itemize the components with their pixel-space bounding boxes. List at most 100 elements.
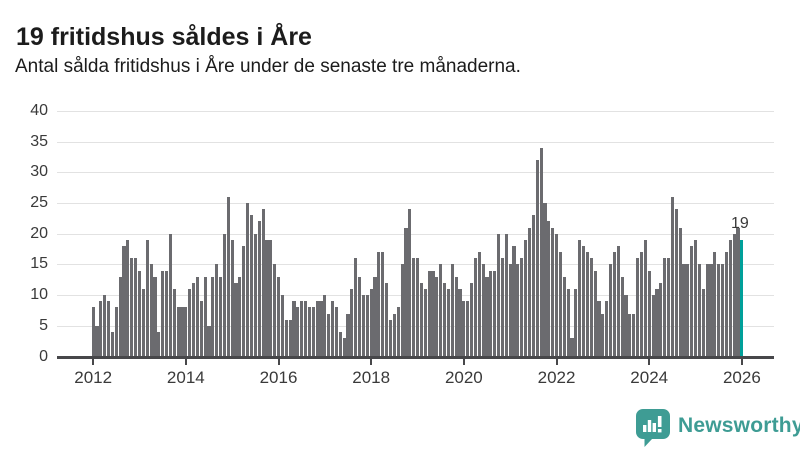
x-axis-tick	[555, 358, 558, 365]
bar	[350, 288, 354, 357]
bar	[446, 288, 450, 357]
newsworthy-logo: Newsworthy	[636, 409, 800, 447]
y-axis-tick-label: 0	[39, 347, 48, 365]
bar	[284, 319, 288, 357]
bar	[288, 319, 292, 357]
bar	[404, 227, 408, 357]
bar	[176, 307, 180, 357]
bar	[527, 227, 532, 357]
bar	[269, 239, 273, 357]
bar	[701, 288, 705, 357]
y-axis-tick-label: 30	[30, 163, 48, 181]
bar	[462, 301, 466, 357]
bar	[315, 301, 319, 357]
bar	[107, 301, 111, 357]
bar	[554, 233, 559, 357]
bar	[423, 288, 427, 357]
y-axis-tick-label: 25	[30, 194, 48, 212]
bar	[103, 295, 107, 357]
bar	[732, 233, 736, 357]
bar	[338, 331, 342, 357]
gridline	[57, 325, 774, 327]
bar	[137, 270, 142, 357]
bar	[199, 301, 203, 357]
bar	[114, 307, 118, 357]
bar	[678, 227, 682, 357]
bar	[184, 307, 188, 357]
bar	[705, 264, 709, 357]
bar	[427, 270, 431, 357]
bar	[485, 276, 489, 357]
bar	[539, 147, 543, 357]
bar	[388, 319, 393, 357]
bar	[412, 258, 416, 357]
x-axis-tick	[648, 358, 651, 365]
gridline	[57, 203, 774, 205]
bar	[709, 264, 713, 357]
bar	[327, 313, 331, 357]
bar	[257, 221, 261, 357]
bar	[400, 264, 404, 357]
bar	[458, 288, 462, 357]
bar	[385, 282, 389, 357]
bar	[670, 196, 674, 357]
bar	[99, 301, 103, 357]
bar	[581, 246, 586, 357]
bar	[500, 258, 505, 357]
bar	[118, 276, 122, 357]
bar	[419, 282, 423, 357]
bar	[439, 264, 443, 357]
bar	[358, 276, 362, 357]
bar	[690, 246, 694, 357]
x-axis-label: 2022	[537, 367, 576, 387]
bar	[261, 209, 265, 357]
bar	[145, 239, 149, 357]
bar	[713, 252, 717, 357]
bar	[157, 331, 161, 357]
bar	[566, 288, 570, 357]
bar	[331, 301, 335, 357]
bar	[141, 288, 145, 357]
bar	[408, 209, 412, 357]
x-axis-line	[57, 355, 774, 359]
bar	[620, 276, 624, 357]
bar	[134, 258, 138, 357]
bar	[693, 239, 698, 357]
bar	[168, 233, 172, 357]
bar	[153, 276, 157, 357]
bar	[516, 264, 520, 357]
bar	[249, 215, 254, 357]
x-axis-label: 2016	[259, 367, 298, 387]
bar	[682, 264, 686, 357]
gridline	[57, 233, 774, 235]
y-axis-tick-label: 5	[39, 316, 48, 334]
bar	[593, 270, 597, 357]
bar	[296, 307, 300, 357]
bar	[207, 325, 211, 357]
bar	[686, 264, 690, 357]
bar	[578, 239, 582, 357]
bar	[609, 264, 613, 357]
x-axis-tick	[370, 358, 373, 365]
bar	[126, 239, 130, 357]
bar	[431, 270, 435, 357]
bar	[164, 270, 169, 357]
bar	[717, 264, 721, 357]
gridline	[57, 264, 774, 266]
page-subtitle: Antal sålda fritidshus i Åre under de se…	[15, 56, 521, 77]
bar	[585, 252, 589, 357]
bar	[643, 239, 647, 357]
bar	[589, 258, 593, 357]
bar	[238, 276, 242, 357]
bar	[605, 301, 609, 357]
bar	[454, 276, 458, 357]
y-axis-tick-label: 15	[30, 255, 48, 273]
bar	[369, 288, 373, 357]
bar	[512, 246, 516, 357]
bar	[253, 233, 257, 357]
bar	[273, 264, 277, 357]
x-axis-tick	[277, 358, 280, 365]
bar	[651, 295, 655, 357]
bar	[535, 160, 539, 357]
